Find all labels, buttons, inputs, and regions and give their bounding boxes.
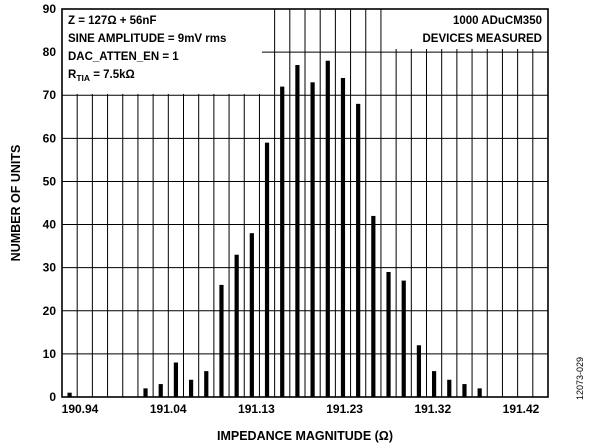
histogram-bar xyxy=(386,271,391,397)
y-tick-label: 30 xyxy=(43,261,57,275)
histogram-bar xyxy=(249,233,254,397)
histogram-bar xyxy=(416,345,422,397)
annotation-right-line2: DEVICES MEASURED xyxy=(423,33,543,45)
histogram-bar xyxy=(477,388,482,397)
histogram-bar xyxy=(219,284,224,397)
y-tick-label: 10 xyxy=(43,347,57,361)
x-tick-labels: 190.94 191.04 191.13 191.23 191.32 191.42 xyxy=(62,402,540,416)
x-tick-label: 191.04 xyxy=(150,402,187,416)
y-tick-label: 50 xyxy=(43,174,57,188)
histogram-bar xyxy=(264,142,270,397)
plot-frame xyxy=(61,8,549,398)
rtia-value: = 7.5kΩ xyxy=(90,69,135,81)
histogram-bar xyxy=(325,60,330,397)
y-tick-label: 20 xyxy=(43,304,57,318)
histogram-bar xyxy=(356,103,361,397)
y-tick-label: 70 xyxy=(43,88,57,102)
x-tick-label: 191.32 xyxy=(414,402,451,416)
histogram-bar xyxy=(431,371,437,397)
y-tick-label: 90 xyxy=(43,2,57,16)
x-tick-label: 190.94 xyxy=(62,402,99,416)
x-tick-label: 191.23 xyxy=(326,402,363,416)
histogram-bar xyxy=(462,384,467,397)
rtia-r: R xyxy=(68,69,77,81)
histogram-bar xyxy=(310,82,315,397)
bars xyxy=(67,60,482,397)
histogram-bar xyxy=(158,384,163,397)
x-tick-label: 191.13 xyxy=(238,402,275,416)
histogram-bar xyxy=(204,371,209,397)
y-tick-labels: 0 10 20 30 40 50 60 70 80 90 xyxy=(43,2,57,404)
histogram-bar xyxy=(188,379,194,397)
x-tick-label: 191.42 xyxy=(503,402,540,416)
y-tick-label: 80 xyxy=(43,45,57,59)
histogram-bar xyxy=(447,379,452,397)
histogram-bar xyxy=(143,388,148,397)
y-tick-label: 60 xyxy=(43,131,57,145)
annotation-left-line3: DAC_ATTEN_EN = 1 xyxy=(68,51,179,63)
figure-id: 12073-029 xyxy=(575,357,585,400)
histogram-bar xyxy=(67,392,72,397)
y-tick-label: 0 xyxy=(49,390,56,404)
histogram-bar xyxy=(280,86,285,397)
annotation-right-line1: 1000 ADuCM350 xyxy=(453,15,542,27)
histogram-bar xyxy=(371,215,376,397)
annotation-left-box xyxy=(62,9,262,94)
histogram-bar xyxy=(173,362,179,397)
y-tick-label: 40 xyxy=(43,218,57,232)
rtia-sub: TIA xyxy=(76,73,90,83)
annotation-right-box xyxy=(392,9,547,49)
histogram-bar xyxy=(340,77,346,397)
histogram-bar xyxy=(234,254,239,397)
annotation-left-line4: RTIA = 7.5kΩ xyxy=(68,69,135,83)
y-axis-title: NUMBER OF UNITS xyxy=(9,145,23,262)
annotation-left-line1: Z = 127Ω + 56nF xyxy=(68,15,157,27)
annotation-left-line2: SINE AMPLITUDE = 9mV rms xyxy=(68,33,226,45)
histogram-bar xyxy=(295,65,300,397)
x-axis-title: IMPEDANCE MAGNITUDE (Ω) xyxy=(217,429,393,443)
histogram-bar xyxy=(401,280,406,397)
